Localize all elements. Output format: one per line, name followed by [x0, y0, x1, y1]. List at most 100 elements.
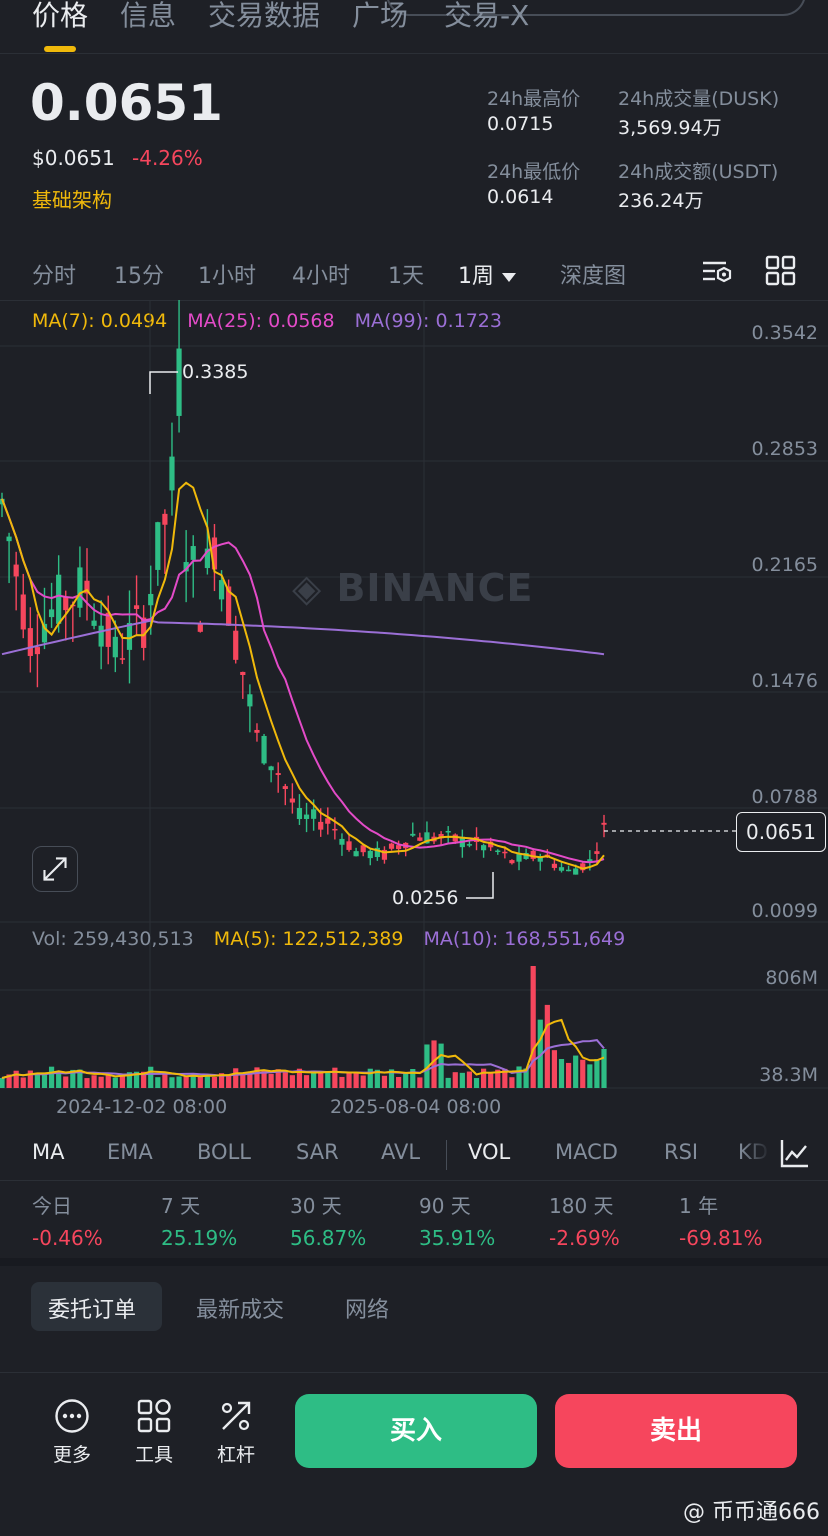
ma99-line [1, 619, 605, 656]
volume-bar [325, 1072, 331, 1088]
candle-body [41, 623, 48, 643]
volume-bar [261, 1070, 267, 1088]
tab-info[interactable]: 信息 [120, 0, 177, 32]
volume-bar [233, 1068, 239, 1088]
candle-body [551, 863, 558, 868]
interval-timeline[interactable]: 分时 [32, 264, 77, 289]
indicator-ma[interactable]: MA [32, 1140, 65, 1164]
candle-body [261, 735, 267, 764]
chart-settings-icon[interactable] [700, 254, 734, 288]
tab-trade-x[interactable]: 交易-X [444, 0, 530, 32]
indicator-sar[interactable]: SAR [296, 1140, 339, 1164]
candle-body [565, 869, 572, 872]
tab-network[interactable]: 网络 [345, 1298, 390, 1323]
more-icon[interactable] [54, 1398, 90, 1434]
volume-bar [431, 1040, 437, 1088]
interval-depth[interactable]: 深度图 [560, 264, 627, 289]
indicator-boll[interactable]: BOLL [197, 1140, 251, 1164]
volume-bar [601, 1048, 607, 1088]
tab-price[interactable]: 价格 [32, 0, 89, 32]
candle-body [318, 821, 324, 830]
candle-body [204, 548, 210, 569]
sell-button[interactable]: 卖出 [555, 1394, 797, 1468]
volume-bar [466, 1071, 473, 1088]
grid-layout-icon[interactable] [764, 254, 798, 288]
interval-1w[interactable]: 1周 [458, 258, 516, 290]
volume-bar [296, 1068, 303, 1088]
volume-bar [452, 1072, 458, 1088]
candle-body [6, 536, 12, 542]
volume-bar [424, 1044, 430, 1088]
tab-open-orders[interactable]: 委托订单 [48, 1298, 137, 1323]
candle-body [360, 845, 366, 853]
volume-bar [565, 1062, 572, 1088]
low-24h-value: 0.0614 [487, 186, 554, 208]
perf-label-today: 今日 [32, 1194, 72, 1218]
indicator-ema[interactable]: EMA [107, 1140, 153, 1164]
volume-bar [481, 1068, 487, 1088]
interval-1h[interactable]: 1小时 [198, 264, 256, 289]
volume-bar [318, 1072, 324, 1088]
current-price-tag[interactable]: 0.0651 [736, 812, 826, 852]
perf-label-30d: 30 天 [290, 1194, 342, 1218]
volume-bar [332, 1067, 338, 1088]
perf-value-90d: 35.91% [419, 1226, 496, 1250]
volume-bar [374, 1069, 380, 1088]
indicator-vol[interactable]: VOL [468, 1140, 511, 1164]
volume-bar [240, 1072, 246, 1088]
category-tag[interactable]: 基础架构 [32, 188, 112, 212]
volume-bar [126, 1072, 133, 1088]
interval-4h[interactable]: 4小时 [292, 264, 350, 289]
amount-24h-label: 24h成交额(USDT) [618, 161, 779, 183]
volume-bar [282, 1072, 288, 1088]
indicator-macd[interactable]: MACD [555, 1140, 618, 1164]
interval-1d[interactable]: 1天 [388, 264, 424, 289]
ma-legend: MA(7): 0.0494 MA(25): 0.0568 MA(99): 0.1… [32, 310, 502, 332]
ma7-legend: MA(7): 0.0494 [32, 310, 168, 332]
volume-bar [367, 1068, 373, 1088]
candle-body [289, 798, 295, 803]
tools-icon[interactable] [136, 1398, 172, 1434]
vol-value: Vol: 259,430,513 [32, 928, 194, 950]
volume-bar [218, 1073, 225, 1088]
expand-icon[interactable] [32, 846, 78, 892]
vol-tick: 806M [765, 967, 818, 989]
volume-bar [516, 1066, 522, 1088]
candle-body [346, 841, 352, 850]
volume-bar [417, 1077, 423, 1088]
volume-bar [473, 1078, 480, 1088]
indicator-chart-icon[interactable] [778, 1136, 812, 1170]
volume-bar [0, 1078, 5, 1088]
tab-square[interactable]: 广场 [352, 0, 409, 32]
candle-body [91, 620, 97, 626]
candle-body [275, 773, 281, 775]
leverage-icon[interactable] [218, 1398, 254, 1434]
volume-bar [63, 1076, 69, 1088]
volume-bar [275, 1069, 281, 1088]
tab-latest-trades[interactable]: 最新成交 [196, 1298, 285, 1323]
indicator-avl[interactable]: AVL [381, 1140, 421, 1164]
kline-chart[interactable] [0, 300, 828, 1100]
more-label[interactable]: 更多 [52, 1444, 91, 1466]
candle-body [601, 822, 607, 825]
volume-bar [183, 1076, 189, 1088]
tools-label[interactable]: 工具 [134, 1444, 173, 1466]
buy-button[interactable]: 买入 [295, 1394, 537, 1468]
volume-bar [133, 1071, 140, 1088]
candle-body [502, 851, 508, 854]
volume-bar [544, 1004, 550, 1088]
volume-bar [105, 1074, 111, 1088]
volume-bar [594, 1059, 600, 1088]
leverage-label[interactable]: 杠杆 [216, 1444, 255, 1466]
candle-body [587, 859, 593, 863]
tab-trade-data[interactable]: 交易数据 [208, 0, 321, 32]
perf-value-1y: -69.81% [679, 1226, 763, 1250]
indicator-rsi[interactable]: RSI [664, 1140, 699, 1164]
volume-bar [148, 1066, 154, 1088]
candle-body [268, 766, 274, 771]
volume-bar [254, 1067, 260, 1088]
volume-bar [495, 1069, 501, 1088]
candle-body [233, 630, 239, 660]
vol-ma5-line [1, 1018, 605, 1079]
interval-15m[interactable]: 15分 [114, 264, 164, 289]
